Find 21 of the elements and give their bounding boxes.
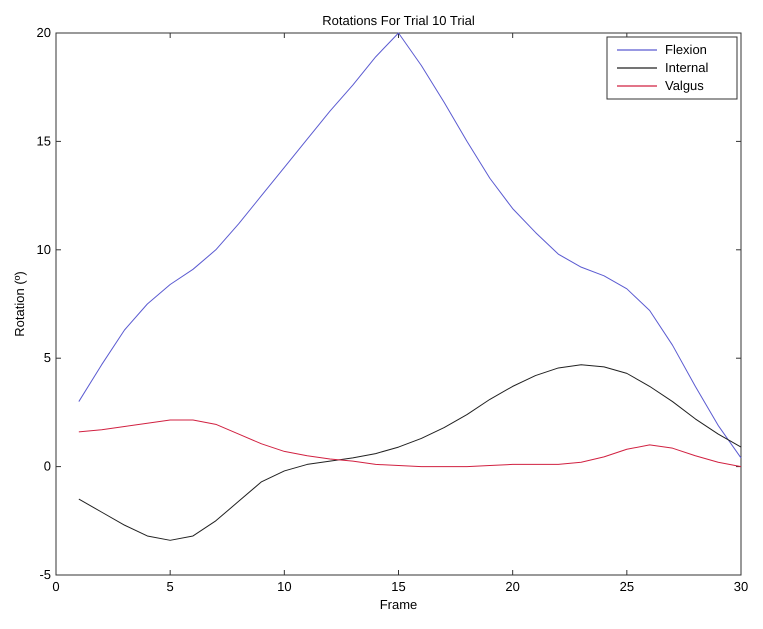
y-tick-label: 0	[44, 458, 51, 474]
legend-label: Valgus	[665, 78, 704, 93]
y-tick-label: 5	[44, 350, 51, 366]
x-tick-label: 20	[505, 579, 520, 594]
x-tick-label: 5	[166, 579, 174, 594]
legend-label: Flexion	[665, 42, 707, 57]
y-tick-label: 20	[36, 25, 51, 40]
y-tick-label: 15	[36, 133, 51, 148]
y-tick-label: -5	[39, 567, 51, 582]
x-tick-label: 30	[734, 579, 748, 594]
legend-label: Internal	[665, 60, 708, 75]
x-tick-label: 25	[620, 579, 634, 594]
x-tick-label: 10	[277, 579, 292, 594]
line-series	[78, 364, 742, 541]
x-tick-label: 15	[391, 579, 406, 594]
y-tick-label: 10	[36, 242, 51, 257]
line-series	[78, 32, 742, 458]
y-axis-title: Rotation (º)	[12, 271, 27, 337]
chart-title: Rotations For Trial 10 Trial	[322, 13, 475, 28]
line-series	[78, 419, 742, 468]
x-axis-title: Frame	[380, 597, 418, 612]
